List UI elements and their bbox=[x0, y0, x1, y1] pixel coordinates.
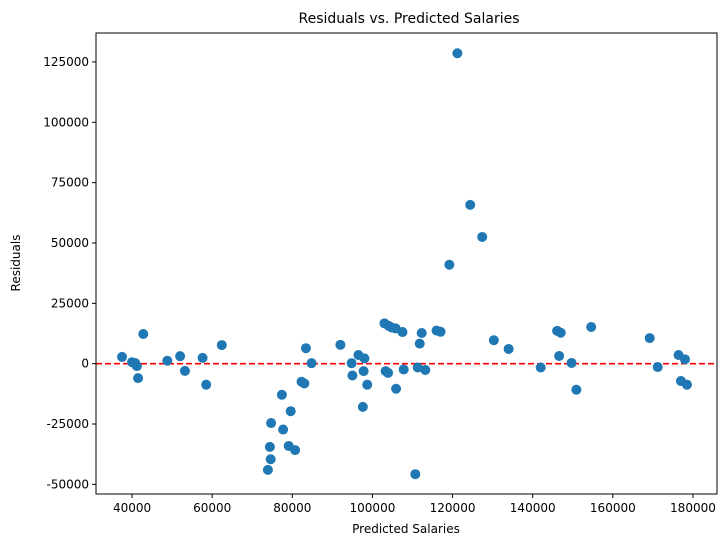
data-point bbox=[357, 401, 368, 412]
data-point bbox=[398, 364, 409, 375]
data-point bbox=[179, 365, 190, 376]
x-tick-label: 80000 bbox=[273, 501, 311, 515]
data-point bbox=[477, 231, 488, 242]
y-tick-label: -25000 bbox=[46, 417, 89, 431]
data-point bbox=[679, 354, 690, 365]
data-point bbox=[133, 373, 144, 384]
data-point bbox=[346, 358, 357, 369]
x-tick-label: 60000 bbox=[193, 501, 231, 515]
data-point bbox=[452, 48, 463, 59]
data-point bbox=[410, 469, 421, 480]
data-point bbox=[383, 367, 394, 378]
data-point bbox=[435, 326, 446, 337]
data-point bbox=[266, 418, 277, 429]
y-tick-label: 75000 bbox=[51, 176, 89, 190]
data-point bbox=[335, 339, 346, 350]
data-point bbox=[216, 340, 227, 351]
data-point bbox=[347, 370, 358, 381]
data-point bbox=[414, 338, 425, 349]
data-point bbox=[535, 362, 546, 373]
data-point bbox=[586, 321, 597, 332]
data-point bbox=[162, 355, 173, 366]
data-point bbox=[278, 424, 289, 435]
data-point bbox=[197, 352, 208, 363]
data-point bbox=[362, 379, 373, 390]
data-point bbox=[652, 362, 663, 373]
x-tick-label: 120000 bbox=[430, 501, 476, 515]
plot-frame bbox=[95, 32, 718, 495]
y-tick-label: 50000 bbox=[51, 236, 89, 250]
x-axis: 40000 60000 80000 100000 120000 140000 160000 1… bbox=[113, 494, 716, 515]
data-point bbox=[644, 333, 655, 344]
data-point bbox=[444, 259, 455, 270]
data-point bbox=[131, 361, 142, 372]
data-point bbox=[358, 366, 369, 377]
y-tick-label: 25000 bbox=[51, 296, 89, 310]
data-point bbox=[359, 353, 370, 364]
y-axis-title: Residuals bbox=[9, 235, 23, 292]
data-point bbox=[416, 328, 427, 339]
x-tick-label: 160000 bbox=[590, 501, 636, 515]
data-point bbox=[503, 343, 514, 354]
data-point bbox=[391, 383, 402, 394]
data-point bbox=[397, 327, 408, 338]
data-point bbox=[412, 362, 423, 373]
data-point bbox=[554, 350, 565, 361]
y-tick-label: -50000 bbox=[46, 477, 89, 491]
data-point bbox=[265, 454, 276, 465]
y-axis: -50000 -25000 0 25000 50000 75000 100000 125000 bbox=[43, 55, 96, 491]
y-tick-label: 100000 bbox=[43, 115, 89, 129]
data-point bbox=[290, 445, 301, 456]
data-point bbox=[264, 441, 275, 452]
data-point bbox=[175, 351, 186, 362]
data-point bbox=[571, 384, 582, 395]
y-tick-label: 0 bbox=[81, 357, 89, 371]
data-point bbox=[420, 364, 431, 375]
data-point bbox=[465, 199, 476, 210]
x-tick-label: 180000 bbox=[670, 501, 716, 515]
data-point bbox=[138, 328, 149, 339]
data-point bbox=[262, 464, 273, 475]
x-tick-label: 140000 bbox=[510, 501, 556, 515]
data-point bbox=[300, 343, 311, 354]
data-point bbox=[299, 378, 310, 389]
data-point bbox=[306, 358, 317, 369]
data-point bbox=[681, 379, 692, 390]
y-tick-label: 125000 bbox=[43, 55, 89, 69]
data-point bbox=[117, 351, 128, 362]
data-point bbox=[276, 389, 287, 400]
data-point bbox=[201, 379, 212, 390]
x-axis-title: Predicted Salaries bbox=[352, 522, 460, 536]
chart-title: Residuals vs. Predicted Salaries bbox=[298, 11, 519, 27]
x-tick-label: 100000 bbox=[350, 501, 396, 515]
x-tick-label: 40000 bbox=[113, 501, 151, 515]
data-point bbox=[285, 406, 296, 417]
data-point bbox=[566, 357, 577, 368]
plot-area bbox=[96, 48, 717, 480]
data-point bbox=[555, 327, 566, 338]
data-point bbox=[488, 335, 499, 346]
